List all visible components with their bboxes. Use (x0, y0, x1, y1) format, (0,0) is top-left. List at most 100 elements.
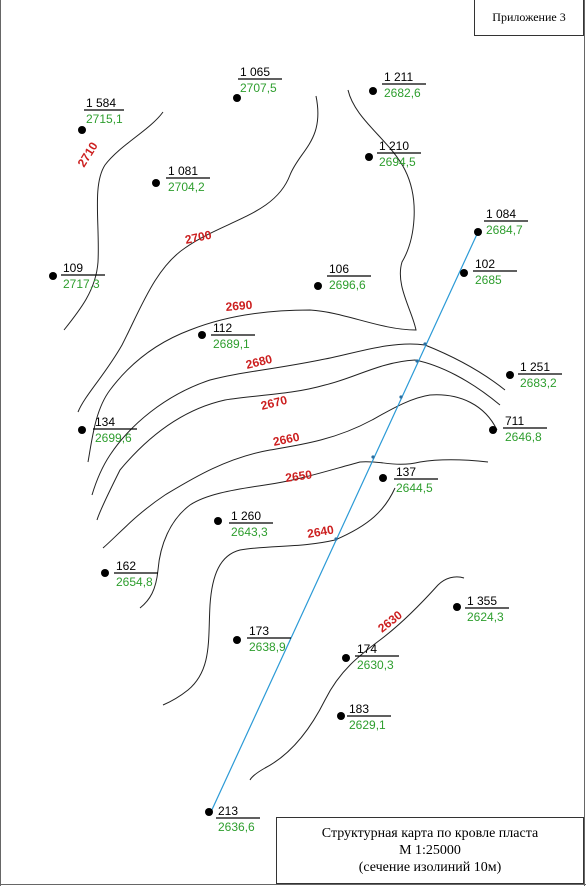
appendix-label: Приложение 3 (474, 0, 584, 36)
contour-line-2670 (96, 359, 501, 521)
well-depth: 2638,9 (249, 640, 286, 654)
sheet-border-right (584, 0, 585, 886)
well-number: 1 211 (384, 70, 413, 84)
well-marker (78, 426, 86, 434)
map-title: Структурная карта по кровле пласта (321, 826, 539, 841)
well-14: 137 2644,5 (379, 465, 438, 495)
well-depth: 2704,2 (168, 180, 205, 194)
well-11: 1 251 2683,2 (506, 360, 562, 390)
well-marker (101, 569, 109, 577)
well-depth: 2644,5 (396, 481, 433, 495)
contour-label-2670: 2670 (259, 393, 289, 413)
contour-label-2640: 2640 (306, 522, 335, 540)
contour-label-2630: 2630 (375, 608, 405, 636)
well-6: 1 084 2684,7 (474, 207, 528, 237)
contour-line-2700-west (77, 95, 319, 413)
well-3: 1 211 2682,6 (369, 70, 426, 100)
well-number: 174 (357, 642, 377, 656)
well-number: 102 (475, 257, 495, 271)
well-depth: 2630,3 (357, 658, 394, 672)
well-marker (365, 153, 373, 161)
contour-label-2710: 2710 (75, 139, 101, 169)
well-depth: 2715,1 (86, 112, 123, 126)
well-number: 711 (505, 414, 524, 428)
well-marker (369, 87, 377, 95)
well-depth: 2717,3 (63, 277, 100, 291)
well-number: 213 (218, 804, 238, 818)
well-marker (233, 636, 241, 644)
well-number: 112 (213, 321, 232, 335)
well-depth: 2654,8 (116, 575, 153, 589)
well-19: 174 2630,3 (342, 642, 399, 672)
well-marker (506, 371, 514, 379)
well-marker (460, 269, 468, 277)
well-number: 1 065 (240, 65, 270, 79)
contour-line-2700-east (87, 89, 417, 463)
contour-line-2710 (63, 111, 164, 331)
map-scale: М 1:25000 (399, 843, 461, 858)
contour-label-2690: 2690 (225, 298, 253, 314)
well-marker (489, 426, 497, 434)
well-marker (214, 517, 222, 525)
well-depth: 2682,6 (384, 86, 421, 100)
well-number: 1 081 (168, 164, 198, 178)
well-1: 1 584 2715,1 (78, 96, 124, 134)
well-depth: 2636,6 (218, 820, 255, 834)
profile-node (423, 342, 427, 346)
profile-node (399, 395, 403, 399)
sheet-border-left (0, 0, 1, 886)
well-marker (342, 654, 350, 662)
well-2: 1 065 2707,5 (233, 65, 282, 102)
well-number: 1 584 (86, 96, 116, 110)
well-marker (198, 331, 206, 339)
contour-label-2660: 2660 (272, 430, 301, 449)
well-depth: 2624,3 (467, 610, 504, 624)
well-7: 109 2717,3 (49, 261, 105, 291)
well-number: 109 (63, 261, 83, 275)
profile-intersections (334, 342, 427, 541)
well-number: 106 (329, 262, 349, 276)
well-number: 183 (349, 702, 369, 716)
well-depth: 2629,1 (349, 718, 386, 732)
well-marker (453, 603, 461, 611)
well-number: 1 210 (379, 139, 409, 153)
contour-interval-note: (сечение изолиний 10м) (358, 860, 502, 875)
well-number: 173 (249, 624, 269, 638)
well-15: 1 260 2643,3 (214, 509, 273, 539)
well-20: 183 2629,1 (337, 702, 391, 732)
contour-label-2650: 2650 (284, 467, 313, 485)
well-depth: 2707,5 (240, 81, 277, 95)
well-marker (205, 808, 213, 816)
contour-label-2680: 2680 (244, 352, 274, 372)
well-depth: 2643,3 (231, 525, 268, 539)
well-9: 102 2685 (460, 257, 517, 287)
well-marker (233, 94, 241, 102)
well-depth: 2685 (475, 273, 502, 287)
contour-label-2700: 2700 (184, 228, 213, 247)
contour-line-2680 (91, 343, 506, 496)
well-18: 173 2638,9 (233, 624, 291, 654)
profile-line (209, 231, 479, 815)
contour-lines (63, 89, 506, 781)
well-4: 1 210 2694,5 (365, 139, 421, 169)
well-5: 1 081 2704,2 (152, 164, 210, 194)
well-number: 1 251 (520, 360, 550, 374)
well-depth: 2683,2 (520, 376, 557, 390)
well-depth: 2696,6 (329, 278, 366, 292)
well-21: 213 2636,6 (205, 804, 260, 834)
profile-node (371, 455, 375, 459)
well-marker (314, 282, 322, 290)
well-17: 1 355 2624,3 (453, 594, 509, 624)
contour-line-2650 (139, 459, 489, 609)
well-8: 106 2696,6 (314, 262, 371, 292)
profile-node (334, 537, 338, 541)
well-number: 162 (116, 559, 136, 573)
well-number: 1 355 (467, 594, 497, 608)
well-depth: 2684,7 (486, 223, 523, 237)
well-number: 134 (95, 415, 115, 429)
well-depth: 2689,1 (213, 337, 250, 351)
well-marker (379, 474, 387, 482)
well-number: 137 (396, 465, 416, 479)
well-marker (152, 179, 160, 187)
